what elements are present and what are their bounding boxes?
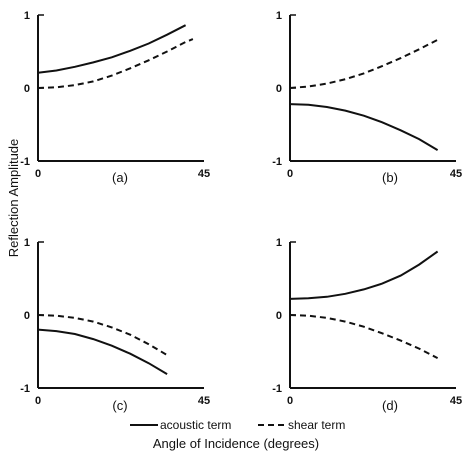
x-tick-label: 0 [35,168,41,180]
panel-c: 1 0 -1 0 45 (c) [20,237,210,413]
acoustic-term-line [289,250,439,300]
panels: 1 0 -1 0 45 (a) 1 0 -1 0 45 (b) 1 0 -1 0 45 (c) 1 0 -1 0 45 (d) [20,10,462,413]
panel-b: 1 0 -1 0 45 (b) [272,10,462,185]
acoustic-term-line [37,24,187,74]
y-tick-label: 0 [24,83,30,95]
shear-term-line [37,38,194,89]
panel-label: (b) [382,170,398,185]
legend-label-acoustic: acoustic term [160,418,231,432]
panel-d: 1 0 -1 0 45 (d) [272,237,462,413]
y-tick-label: -1 [272,383,282,395]
y-axis-label: Reflection Amplitude [6,139,21,258]
x-tick-label: 45 [450,395,462,407]
acoustic-term-line [289,103,439,151]
legend-label-shear: shear term [288,418,345,432]
x-tick-label: 0 [287,395,293,407]
x-axis-label: Angle of Incidence (degrees) [153,436,319,451]
panel-label: (d) [382,398,398,413]
y-tick-label: 1 [24,237,30,249]
y-tick-label: -1 [20,383,30,395]
x-tick-label: 45 [198,395,210,407]
x-tick-label: 45 [198,168,210,180]
y-tick-label: 1 [24,10,30,22]
panel-label: (a) [112,170,128,185]
shear-term-line [289,314,439,359]
x-tick-label: 45 [450,168,462,180]
shear-term-line [37,314,168,356]
y-tick-label: 0 [276,83,282,95]
legend: acoustic term shear term [130,418,345,432]
y-tick-label: 0 [276,310,282,322]
panel-label: (c) [112,398,127,413]
x-tick-label: 0 [35,395,41,407]
y-tick-label: -1 [20,156,30,168]
y-tick-label: 1 [276,10,282,22]
shear-term-line [289,38,439,89]
acoustic-term-line [37,328,168,375]
y-tick-label: -1 [272,156,282,168]
y-tick-label: 1 [276,237,282,249]
panel-a: 1 0 -1 0 45 (a) [20,10,210,185]
x-tick-label: 0 [287,168,293,180]
y-tick-label: 0 [24,310,30,322]
